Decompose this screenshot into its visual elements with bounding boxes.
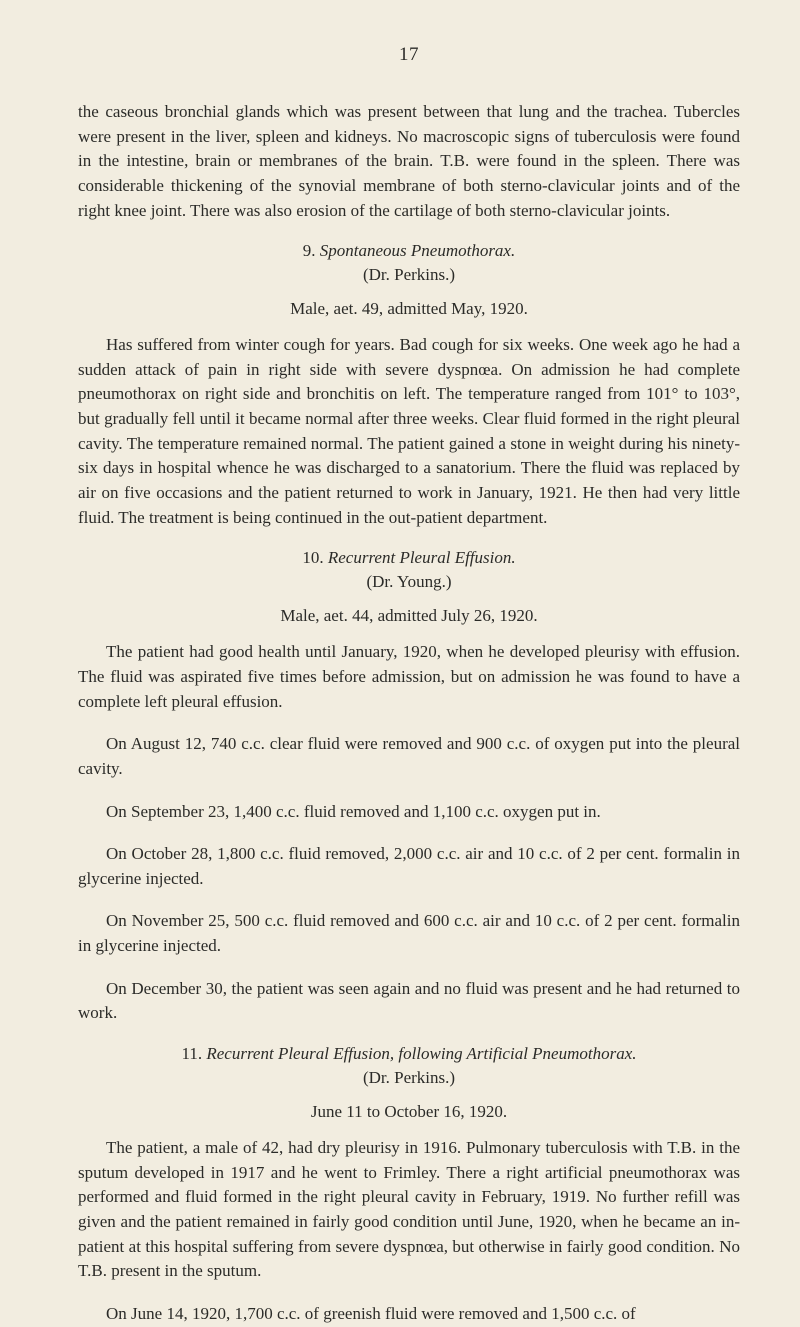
section-9-name: Spontaneous Pneumothorax. — [320, 241, 515, 260]
section-11-paragraph-1: The patient, a male of 42, had dry pleur… — [78, 1136, 740, 1284]
section-11-title: 11. Recurrent Pleural Effusion, followin… — [78, 1044, 740, 1064]
section-10-paragraph-1: The patient had good health until Januar… — [78, 640, 740, 714]
section-10-paragraph-2: On August 12, 740 c.c. clear fluid were … — [78, 732, 740, 781]
section-10-paragraph-6: On December 30, the patient was seen aga… — [78, 977, 740, 1026]
section-10-title: 10. Recurrent Pleural Effusion. — [78, 548, 740, 568]
page-number: 17 — [78, 44, 740, 66]
document-page: 17 the caseous bronchial glands which wa… — [0, 0, 800, 1295]
section-9-title: 9. Spontaneous Pneumothorax. — [78, 241, 740, 261]
section-11-date-line: June 11 to October 16, 1920. — [78, 1102, 740, 1122]
section-9-number: 9. — [303, 241, 316, 260]
section-10-attribution: (Dr. Young.) — [78, 572, 740, 592]
section-10-number: 10. — [302, 548, 323, 567]
section-10-paragraph-5: On November 25, 500 c.c. fluid removed a… — [78, 909, 740, 958]
section-11-name: Recurrent Pleural Effusion, following Ar… — [206, 1044, 636, 1063]
section-10-name: Recurrent Pleural Effusion. — [328, 548, 516, 567]
section-11-paragraph-2: On June 14, 1920, 1,700 c.c. of greenish… — [78, 1302, 740, 1327]
section-10-paragraph-3: On September 23, 1,400 c.c. fluid remove… — [78, 800, 740, 825]
section-9-paragraph: Has suffered from winter cough for years… — [78, 333, 740, 530]
section-9-attribution: (Dr. Perkins.) — [78, 265, 740, 285]
section-11-attribution: (Dr. Perkins.) — [78, 1068, 740, 1088]
section-11-number: 11. — [181, 1044, 202, 1063]
section-10-paragraph-4: On October 28, 1,800 c.c. fluid removed,… — [78, 842, 740, 891]
intro-paragraph: the caseous bronchial glands which was p… — [78, 100, 740, 223]
section-10-subhead: Male, aet. 44, admitted July 26, 1920. — [78, 606, 740, 626]
section-9-subhead: Male, aet. 49, admitted May, 1920. — [78, 299, 740, 319]
